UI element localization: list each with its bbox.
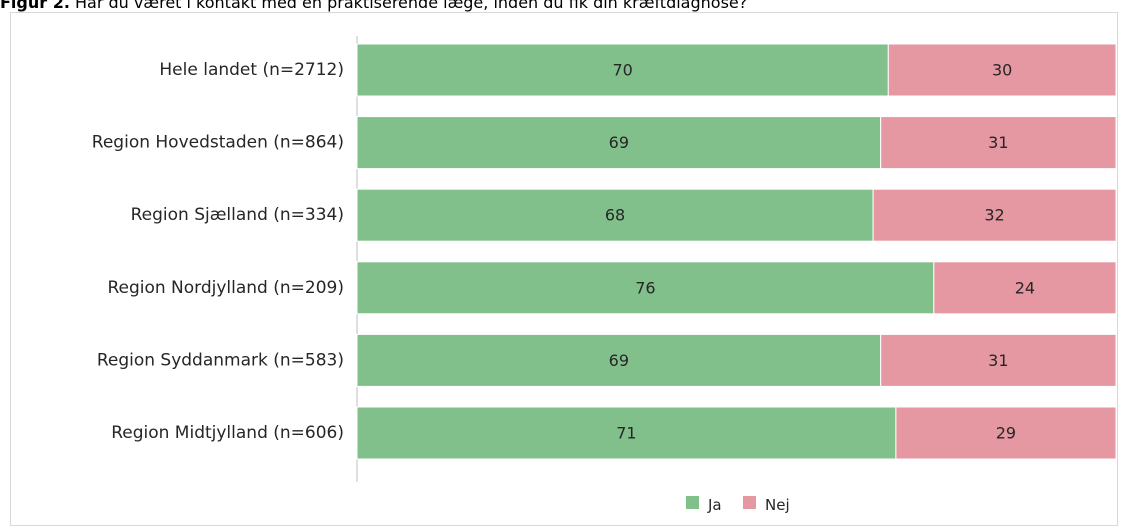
labels-layer: Hele landet (n=2712) 70 30 Region Hovedstad… [92,60,1035,443]
bar-ja [356,261,935,315]
bar-nej [887,43,1117,97]
bar-nej [880,116,1117,170]
category-label: Region Sjælland (n=334) [131,205,344,225]
legend-label-ja: Ja [707,496,722,514]
figure-number: Figur 2. [0,0,70,12]
data-label: 24 [1015,278,1035,297]
bar-nej [872,188,1117,242]
data-label: 69 [609,351,629,370]
category-label: Region Midtjylland (n=606) [111,423,344,443]
bar-ja [356,116,882,170]
bar-nej [880,333,1117,387]
bar-ja [356,406,897,460]
chart-frame [10,12,1118,526]
bar-nej [933,261,1117,315]
category-label: Region Hovedstaden (n=864) [92,133,344,153]
data-label: 69 [609,133,629,152]
data-label: 68 [605,206,625,225]
category-label: Region Syddanmark (n=583) [97,350,344,370]
bars-layer [356,43,1117,460]
chart-title: Figur 2. Har du været i kontakt med en p… [0,0,747,13]
data-label: 31 [988,133,1008,152]
data-label: 31 [988,351,1008,370]
category-label: Region Nordjylland (n=209) [107,278,344,298]
legend-label-nej: Nej [765,496,790,514]
bar-ja [356,43,889,97]
legend-swatch-nej [743,496,756,509]
bar-nej [895,406,1117,460]
data-label: 71 [616,424,636,443]
category-label: Hele landet (n=2712) [159,60,344,80]
legend: Ja Nej [686,496,790,514]
legend-swatch-ja [686,496,699,509]
data-label: 30 [992,61,1012,80]
data-label: 76 [635,278,655,297]
data-label: 32 [984,206,1004,225]
bar-ja [356,188,874,242]
data-label: 70 [612,61,632,80]
data-label: 29 [996,424,1016,443]
figure-question: Har du været i kontakt med en praktisere… [69,0,748,12]
bar-ja [356,333,882,387]
